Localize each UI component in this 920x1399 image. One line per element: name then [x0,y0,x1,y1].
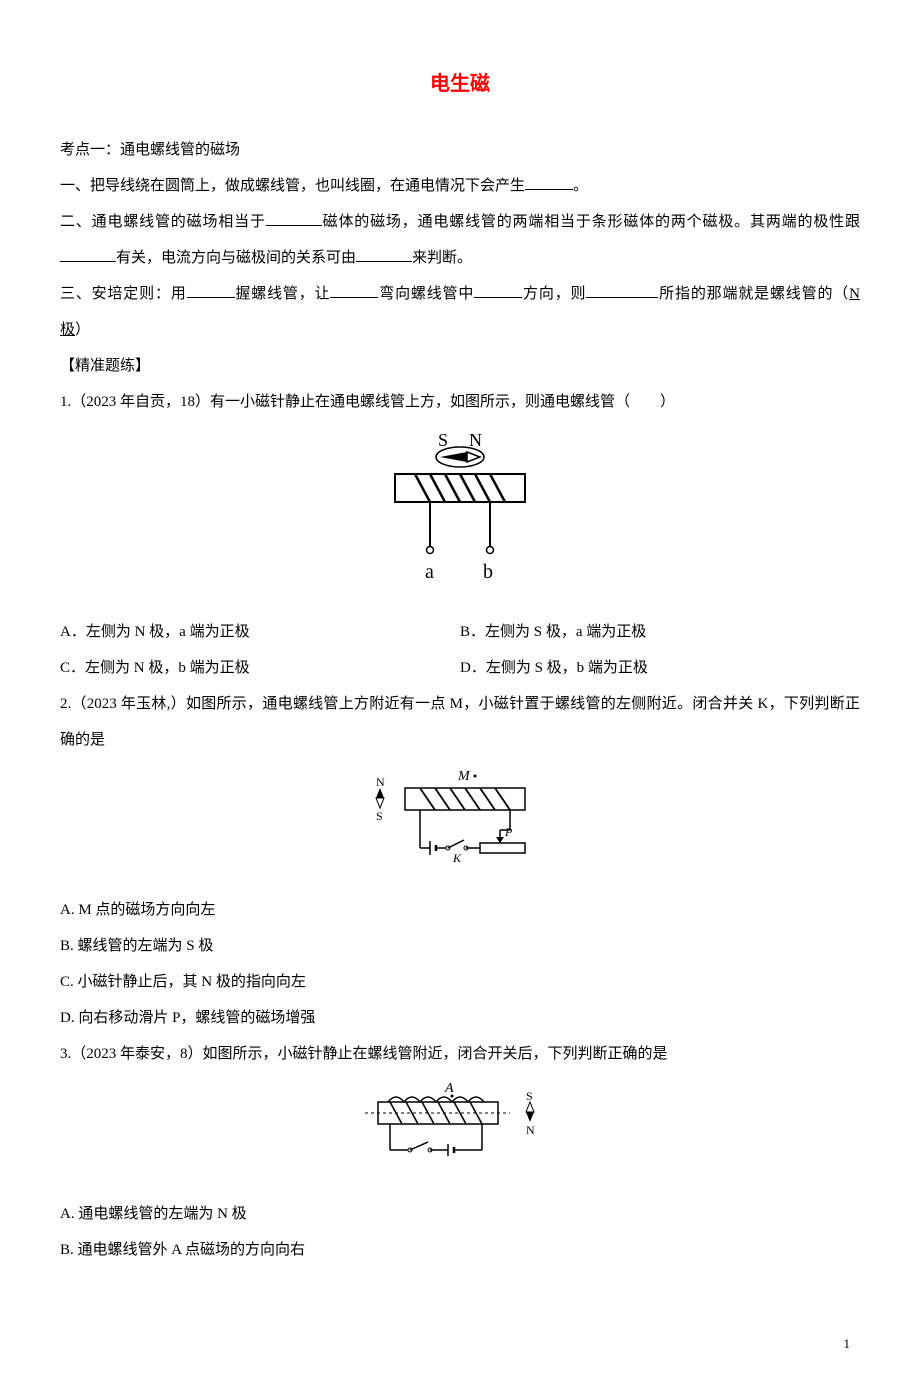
fig3-S: S [526,1089,533,1103]
q2-optA: A. M 点的磁场方向向左 [60,892,860,928]
q2-optB: B. 螺线管的左端为 S 极 [60,928,860,964]
fig3-A: A [444,1082,454,1096]
fig2-switch-arm [448,840,464,848]
line-3e: 所指的那端就是螺线管的（ [658,286,849,302]
fig2-slider-arrow [496,837,504,843]
fig2-coil [465,788,480,810]
fig3-needle-s [526,1102,534,1112]
q2-optD: D. 向右移动滑片 P，螺线管的磁场增强 [60,1000,860,1036]
line-2d: 来判断。 [412,250,472,266]
fig1-b: b [483,561,493,583]
line-3a: 三、安培定则：用 [60,286,187,302]
section-practice: 【精准题练】 [60,348,860,384]
line-3: 三、安培定则：用握螺线管，让弯向螺线管中方向，则所指的那端就是螺线管的（N 极） [60,276,860,348]
fig1-coil [430,474,445,502]
heading-point-1: 考点一：通电螺线管的磁场 [60,132,860,168]
page-number: 1 [60,1328,860,1359]
fig1-solenoid-body [395,474,525,502]
fig2-M-dot [474,775,477,778]
fig3-needle-n [526,1112,534,1122]
q1-optA: A．左侧为 N 极，a 端为正极 [60,614,460,650]
q1-optC: C．左侧为 N 极，b 端为正极 [60,650,460,686]
blank-3 [60,247,116,262]
blank-6 [330,283,378,298]
fig2-S: S [376,809,383,823]
fig2-rheostat [480,843,525,853]
line-1: 一、把导线绕在圆筒上，做成螺线管，也叫线圈，在通电情况下会产生 。 [60,168,860,204]
blank-7 [474,283,522,298]
line-2c: 有关，电流方向与磁极间的关系可由 [116,250,356,266]
fig2-P: P [504,825,513,839]
fig1-coil [475,474,490,502]
fig1-N: N [469,430,482,450]
blank-5 [187,283,235,298]
blank-1 [525,175,573,190]
fig1-terminal-b [487,547,494,554]
fig2-coil [435,788,450,810]
q3-stem: 3.（2023 年泰安，8）如图所示，小磁针静止在螺线管附近，闭合开关后，下列判… [60,1036,860,1072]
q2-stem: 2.（2023 年玉林,）如图所示，通电螺线管上方附近有一点 M，小磁针置于螺线… [60,686,860,758]
fig2-K: K [452,851,462,865]
fig2-M: M [457,769,471,784]
line-1b: 。 [573,178,588,194]
q1-optB: B．左侧为 S 极，a 端为正极 [460,614,860,650]
fig2-coil [420,788,435,810]
line-1a: 一、把导线绕在圆筒上，做成螺线管，也叫线圈，在通电情况下会产生 [60,178,525,194]
q2-figure: N S M K P [60,768,860,882]
fig1-coil [445,474,460,502]
line-2a: 二、通电螺线管的磁场相当于 [60,214,266,230]
fig1-coil [415,474,430,502]
blank-4 [356,247,412,262]
fig3-A-dot [451,1095,454,1098]
fig2-coil [450,788,465,810]
q3-optA: A. 通电螺线管的左端为 N 极 [60,1196,860,1232]
blank-2 [266,211,322,226]
fig2-needle-n [376,788,384,798]
q1-optD: D．左侧为 S 极，b 端为正极 [460,650,860,686]
fig1-a: a [425,561,434,583]
line-2b: 磁体的磁场，通电螺线管的两端相当于条形磁体的两个磁极。其两端的极性跟 [322,214,860,230]
q1-options-row2: C．左侧为 N 极，b 端为正极 D．左侧为 S 极，b 端为正极 [60,650,860,686]
fig2-N: N [376,775,385,789]
fig2-coil [480,788,495,810]
line-3d: 方向，则 [522,286,586,302]
fig1-terminal-a [427,547,434,554]
line-3g: ） [75,322,90,338]
line-3b: 握螺线管，让 [235,286,331,302]
line-2: 二、通电螺线管的磁场相当于 磁体的磁场，通电螺线管的两端相当于条形磁体的两个磁极。… [60,204,860,276]
page-title: 电生磁 [60,60,860,108]
fig1-needle-light [467,452,480,462]
q1-options-row1: A．左侧为 N 极，a 端为正极 B．左侧为 S 极，a 端为正极 [60,614,860,650]
fig2-needle-s [376,798,384,808]
fig1-coil [460,474,475,502]
line-3c: 弯向螺线管中 [378,286,474,302]
blank-8 [586,283,658,298]
q2-optC: C. 小磁针静止后，其 N 极的指向向左 [60,964,860,1000]
q3-optB: B. 通电螺线管外 A 点磁场的方向向右 [60,1232,860,1268]
fig3-N: N [526,1123,535,1137]
q3-figure: A S N [60,1082,860,1186]
fig1-S: S [438,430,448,450]
fig2-coil [495,788,510,810]
q1-stem: 1.（2023 年自贡，18）有一小磁针静止在通电螺线管上方，如图所示，则通电螺… [60,384,860,420]
q1-figure: S N a b [60,430,860,604]
fig3-switch-arm [410,1142,428,1150]
fig1-needle-dark [440,452,467,462]
fig1-coil [490,474,505,502]
